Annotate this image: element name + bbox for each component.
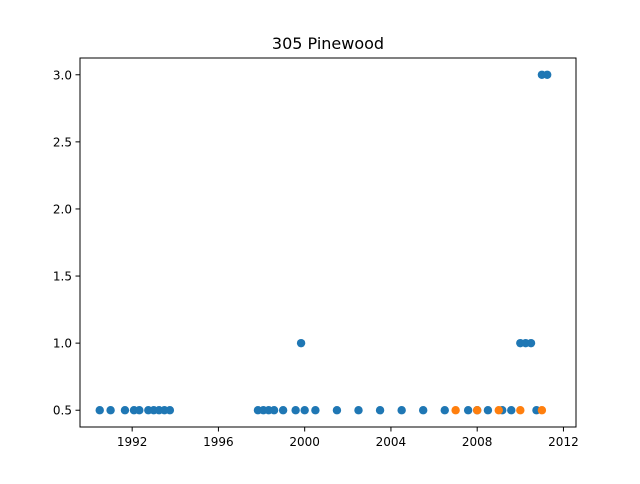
x-tick-label-1: 1996 bbox=[203, 435, 234, 449]
y-tick-label-1: 1.0 bbox=[53, 337, 72, 351]
data-point-s0-19 bbox=[332, 406, 342, 415]
x-tick-label-2: 2000 bbox=[289, 435, 320, 449]
x-tick-label-4: 2008 bbox=[462, 435, 493, 449]
data-point-s0-23 bbox=[418, 406, 428, 415]
data-point-s0-1 bbox=[106, 406, 115, 415]
data-point-s0-25 bbox=[463, 406, 473, 415]
data-point-s0-24 bbox=[440, 406, 449, 415]
y-tick-label-4: 2.5 bbox=[53, 135, 72, 149]
data-point-s0-9 bbox=[165, 406, 175, 415]
data-point-s0-32 bbox=[526, 338, 536, 348]
data-point-s0-20 bbox=[354, 406, 363, 415]
data-point-s0-18 bbox=[311, 406, 320, 415]
data-point-s0-15 bbox=[291, 406, 300, 415]
data-point-s1-0 bbox=[451, 406, 460, 415]
data-point-s0-0 bbox=[95, 406, 104, 415]
y-tick-label-5: 3.0 bbox=[53, 68, 72, 82]
data-point-s0-13 bbox=[269, 406, 279, 415]
data-point-s0-14 bbox=[278, 406, 288, 415]
x-tick-label-0: 1992 bbox=[117, 435, 148, 449]
data-point-s0-4 bbox=[135, 406, 144, 415]
y-tick-label-2: 1.5 bbox=[53, 270, 72, 284]
y-tick-label-3: 2.0 bbox=[53, 202, 72, 216]
data-point-s0-35 bbox=[543, 70, 552, 79]
data-point-s0-2 bbox=[120, 406, 130, 415]
data-point-s0-22 bbox=[397, 406, 406, 415]
data-point-s0-17 bbox=[300, 406, 309, 415]
plot-area bbox=[95, 70, 552, 415]
y-tick-label-0: 0.5 bbox=[53, 404, 72, 418]
x-axis: 1992 1996 2000 2004 2008 2012 bbox=[117, 427, 579, 449]
data-point-s0-27 bbox=[483, 406, 493, 415]
data-point-s0-29 bbox=[507, 406, 516, 415]
x-tick-label-5: 2012 bbox=[548, 435, 579, 449]
data-point-s1-3 bbox=[516, 406, 525, 415]
data-point-s1-1 bbox=[472, 406, 482, 415]
data-point-s1-2 bbox=[494, 406, 503, 415]
data-point-s0-21 bbox=[375, 406, 385, 415]
x-tick-label-3: 2004 bbox=[376, 435, 407, 449]
y-axis: 0.5 1.0 1.5 2.0 2.5 3.0 bbox=[53, 68, 80, 418]
chart-title: 305 Pinewood bbox=[272, 34, 384, 53]
plot-frame bbox=[79, 57, 577, 428]
data-point-s0-16 bbox=[296, 338, 306, 348]
data-point-s1-4 bbox=[537, 406, 547, 415]
